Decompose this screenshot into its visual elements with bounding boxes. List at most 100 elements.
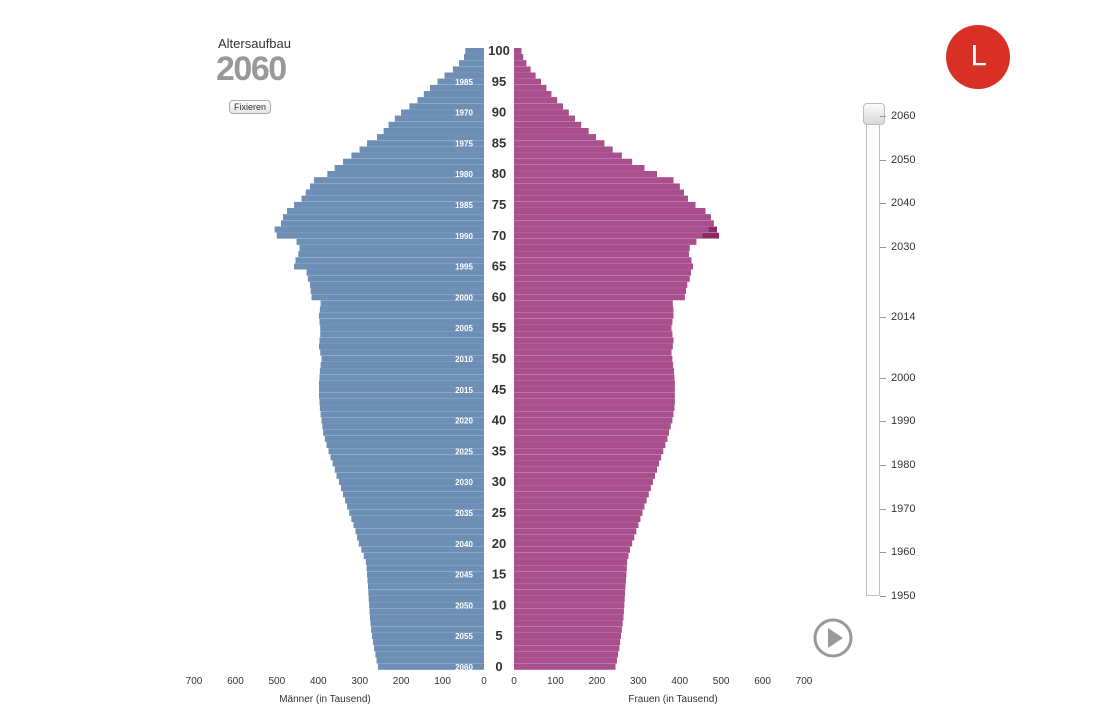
x-tick-label-male: 700	[186, 676, 203, 687]
birth-year-label: 1975	[455, 139, 473, 148]
male-bar-age-65	[294, 263, 484, 270]
female-bar-age-69	[514, 238, 697, 245]
female-bar-age-89	[514, 115, 575, 122]
age-tick-label: 55	[492, 320, 506, 335]
female-bar-age-20	[514, 540, 633, 547]
female-bar-age-18	[514, 552, 629, 559]
female-bar-age-85	[514, 140, 605, 147]
male-bar-age-70	[276, 232, 484, 239]
male-bar-age-99	[464, 54, 484, 60]
birth-year-label: 2005	[455, 324, 473, 333]
male-bar-age-86	[377, 134, 484, 141]
male-bar-age-95	[437, 78, 484, 85]
age-tick-label: 100	[488, 43, 510, 58]
female-bar-age-73	[514, 214, 711, 221]
male-bar-age-10	[369, 602, 484, 609]
birth-year-label: 2030	[455, 478, 473, 487]
female-bar-age-28	[514, 491, 649, 498]
female-bar-age-75	[514, 201, 696, 208]
male-bar-age-75	[294, 201, 484, 208]
year-slider-handle[interactable]	[863, 103, 885, 125]
female-bar-age-36	[514, 442, 666, 448]
logo-letter: L	[970, 39, 986, 72]
male-bar-age-24	[351, 516, 484, 522]
male-bar-age-17	[365, 559, 484, 565]
male-bar-age-11	[368, 596, 484, 602]
female-bar-age-92	[514, 97, 558, 104]
male-bar-age-52	[319, 343, 484, 350]
female-bar-age-21	[514, 534, 635, 541]
year-label-2030[interactable]: 2030	[891, 240, 916, 253]
male-bar-age-57	[319, 312, 484, 319]
female-bar-age-66	[514, 257, 692, 264]
male-bar-age-93	[423, 91, 484, 97]
male-bar-age-18	[363, 552, 484, 559]
male-bar-age-22	[355, 528, 484, 535]
female-bar-age-43	[514, 399, 675, 405]
male-bar-age-4	[372, 639, 484, 646]
year-tick	[880, 596, 886, 597]
female-bar-age-10	[514, 602, 625, 609]
fix-button[interactable]: Fixieren	[229, 100, 271, 114]
birth-year-label: 1990	[455, 232, 473, 241]
year-label-1960[interactable]: 1960	[891, 546, 916, 559]
male-bar-age-33	[332, 460, 484, 467]
female-bar-age-8	[514, 614, 624, 621]
male-bar-age-100	[465, 48, 484, 54]
male-bar-age-71	[274, 226, 484, 233]
year-tick	[880, 377, 886, 379]
female-bar-age-96	[514, 72, 536, 79]
year-label-1990[interactable]: 1990	[891, 415, 916, 428]
female-bar-age-41	[514, 411, 674, 418]
female-bar-age-4	[514, 639, 621, 646]
birth-year-label: 2000	[455, 293, 473, 302]
x-tick-label-male: 400	[310, 676, 327, 687]
year-label-1950[interactable]: 1950	[891, 590, 916, 602]
play-button[interactable]	[812, 617, 854, 659]
female-bar-age-12	[514, 589, 626, 596]
year-label-1980[interactable]: 1980	[891, 459, 916, 472]
year-tick	[880, 159, 886, 161]
age-tick-label: 30	[492, 474, 506, 489]
male-bar-age-21	[357, 534, 484, 541]
female-bar-age-59	[514, 300, 673, 307]
year-label-2060[interactable]: 2060	[891, 110, 916, 122]
male-bar-age-42	[319, 405, 484, 411]
age-tick-label: 25	[492, 505, 506, 520]
x-tick-label-female: 400	[671, 676, 688, 687]
male-bar-age-51	[320, 349, 484, 356]
female-bar-age-46	[514, 380, 675, 387]
female-bar-age-40	[514, 417, 673, 424]
male-bar-age-48	[319, 368, 484, 375]
female-bar-age-54	[514, 331, 673, 338]
year-label-2040[interactable]: 2040	[891, 197, 916, 210]
female-bar-age-31	[514, 472, 655, 479]
year-tick	[880, 465, 886, 467]
age-tick-label: 60	[492, 289, 506, 304]
year-label-2014[interactable]: 2014	[891, 310, 916, 323]
birth-year-label: 2045	[455, 571, 473, 580]
male-bar-age-68	[299, 245, 484, 251]
year-slider-track[interactable]	[866, 116, 880, 596]
male-bar-age-64	[306, 269, 484, 276]
male-bar-age-62	[310, 282, 484, 288]
year-label-1970[interactable]: 1970	[891, 502, 916, 515]
x-tick-label-female: 300	[630, 676, 647, 687]
female-bar-age-32	[514, 466, 657, 473]
male-bar-age-43	[319, 399, 484, 405]
female-bar-age-58	[514, 306, 674, 313]
male-bar-age-81	[334, 165, 484, 171]
male-bar-age-59	[320, 300, 484, 307]
male-bar-age-67	[298, 251, 484, 258]
logo[interactable]: L	[946, 25, 1010, 89]
year-label-2050[interactable]: 2050	[891, 153, 916, 166]
male-bar-age-36	[326, 442, 484, 448]
x-tick-label-female: 700	[796, 676, 813, 687]
female-bar-age-49	[514, 362, 674, 368]
male-bar-age-80	[327, 171, 484, 177]
x-axis-label-female: Frauen (in Tausend)	[628, 694, 717, 705]
female-bar-age-38	[514, 429, 669, 436]
birth-year-label: 2035	[455, 509, 473, 518]
male-bar-age-97	[452, 66, 484, 73]
year-label-2000[interactable]: 2000	[891, 371, 916, 384]
